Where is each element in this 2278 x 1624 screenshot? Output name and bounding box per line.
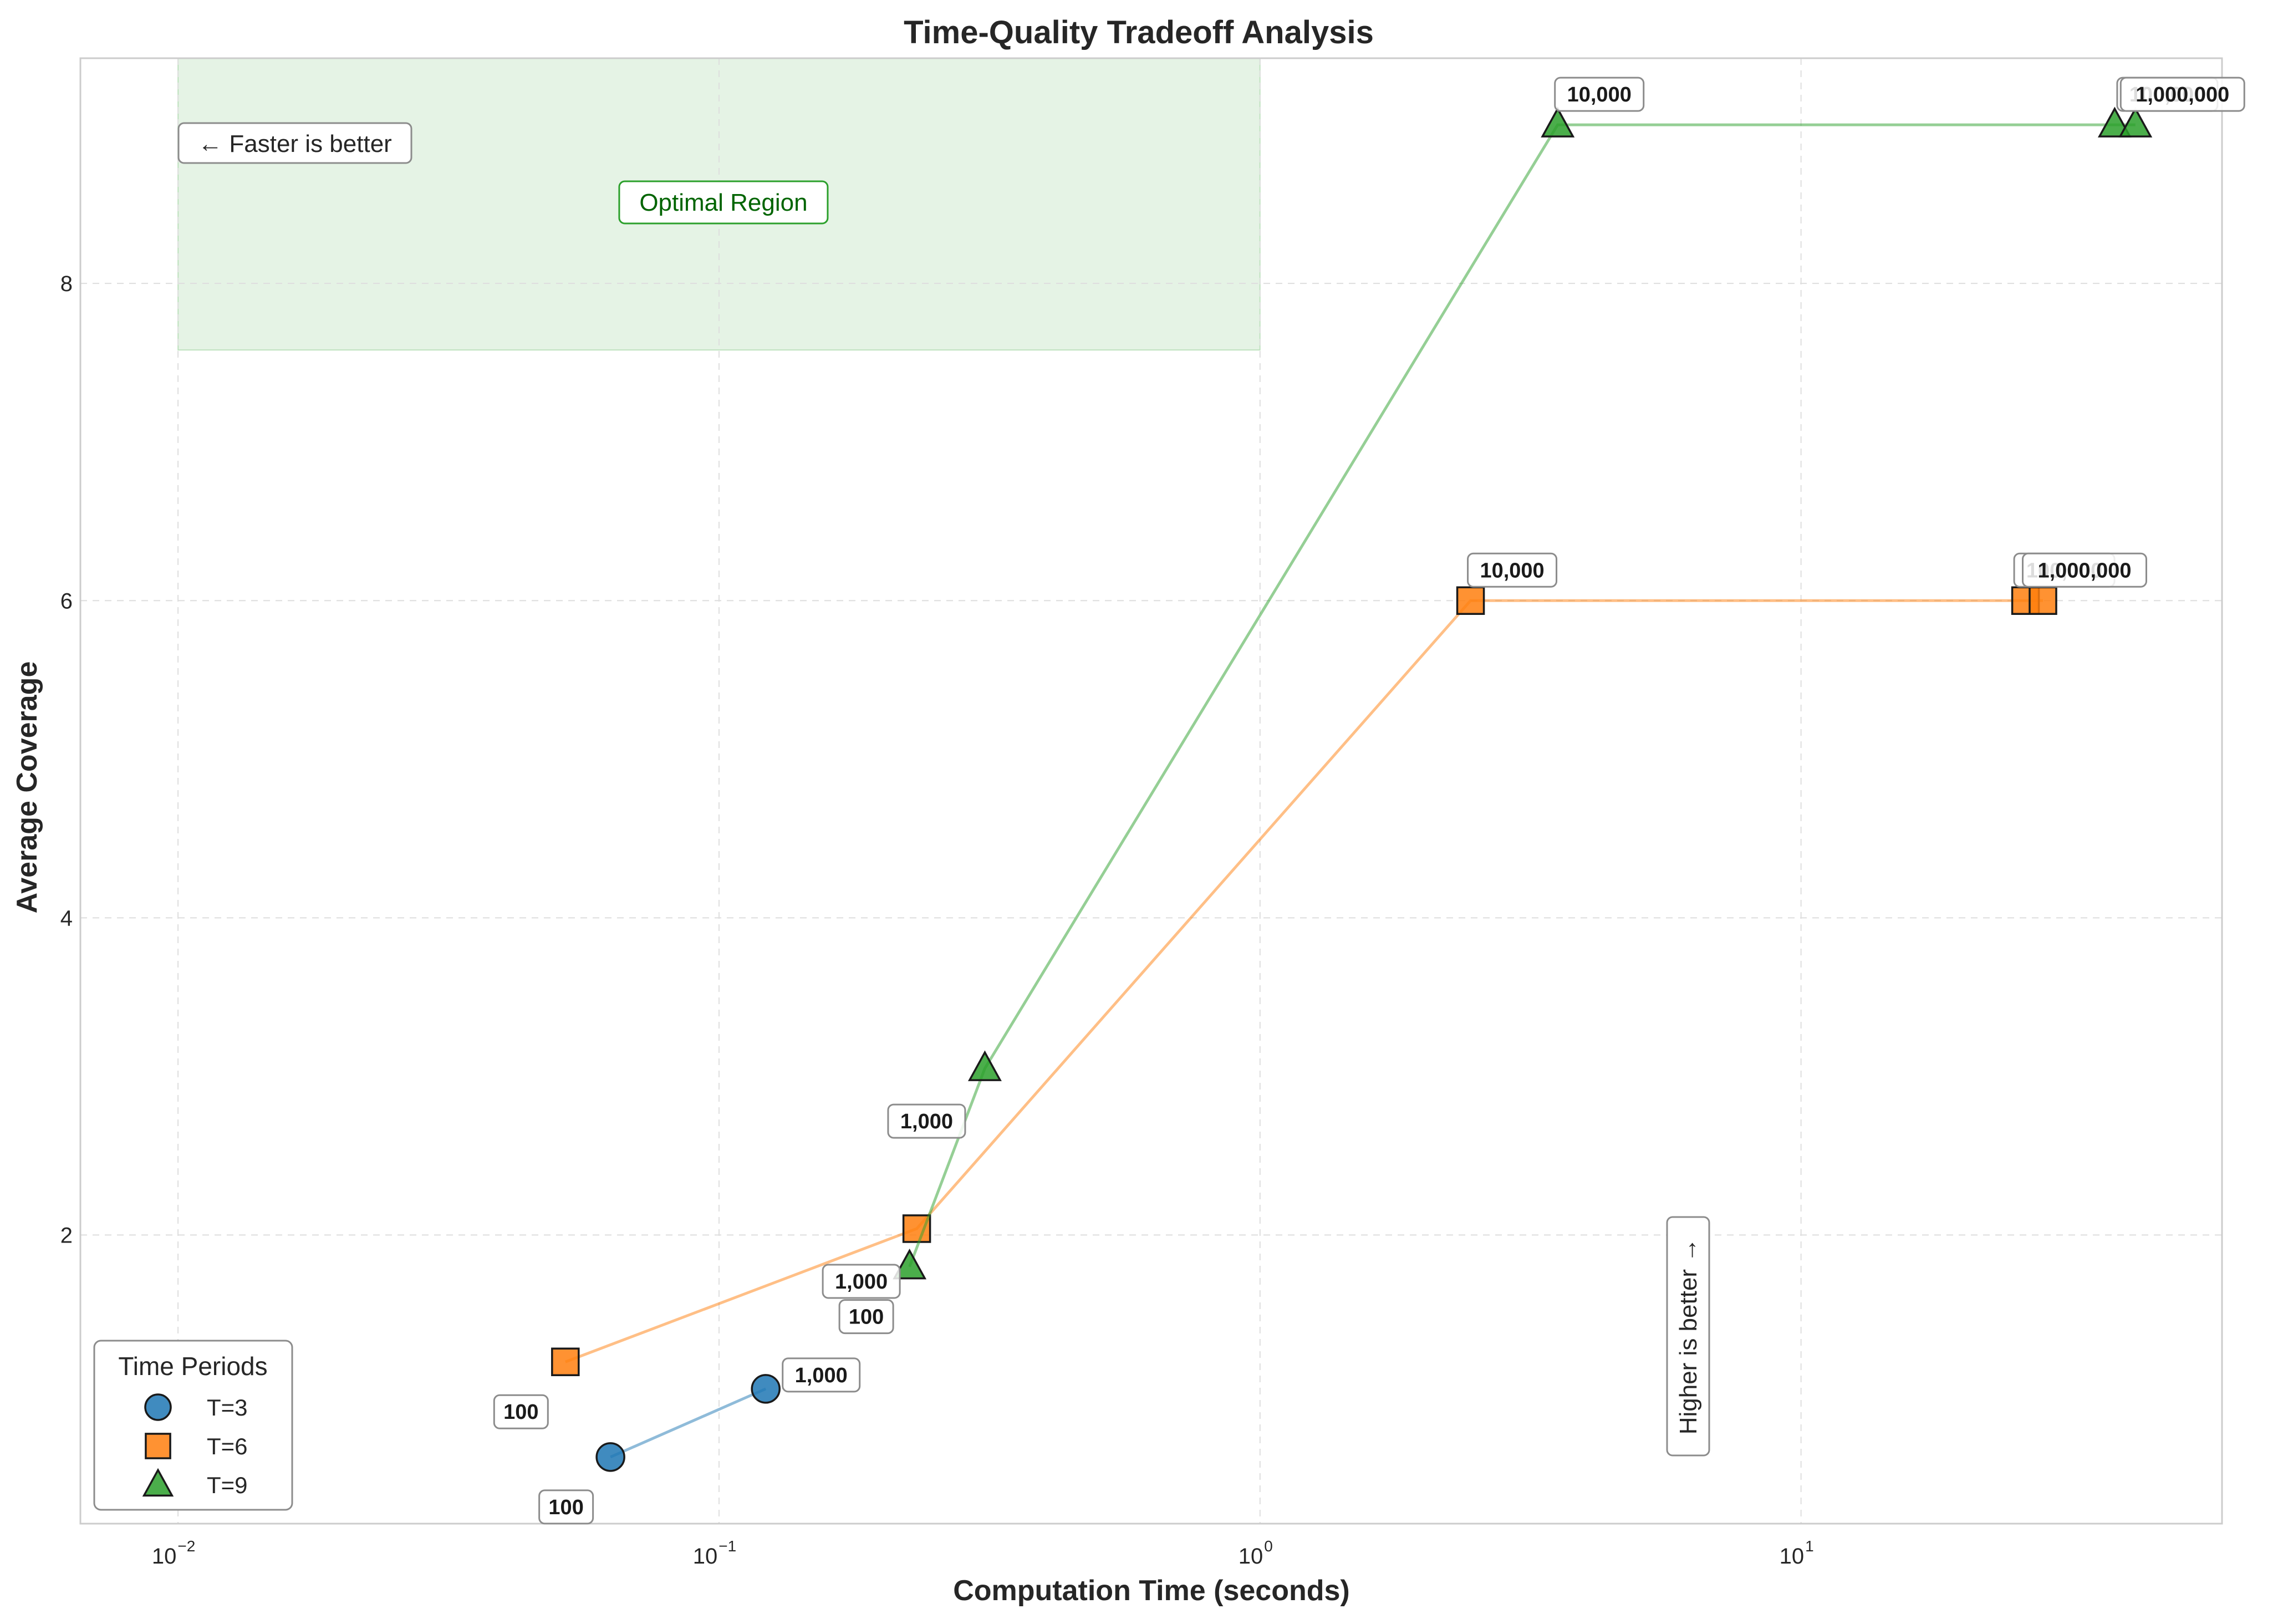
- point-label: 100: [539, 1490, 593, 1524]
- legend: Time Periods T=3 T=6 T=9: [94, 1341, 292, 1510]
- legend-item-label: T=6: [207, 1433, 248, 1459]
- point-label-text: 1,000: [835, 1270, 888, 1294]
- point-label: 1,000: [823, 1265, 900, 1298]
- point-label-text: 10,000: [1567, 83, 1632, 106]
- data-point: [904, 1215, 930, 1242]
- y-tick-label: 6: [60, 589, 73, 613]
- legend-marker: [146, 1434, 170, 1458]
- optimal-label-text: Optimal Region: [639, 189, 807, 216]
- legend-item-label: T=3: [207, 1394, 248, 1421]
- point-label-text: 100: [548, 1496, 583, 1519]
- faster-annotation: ← Faster is better: [179, 123, 411, 163]
- data-point: [2030, 587, 2056, 614]
- point-label: 1,000: [888, 1104, 965, 1138]
- x-axis-label: Computation Time (seconds): [953, 1575, 1350, 1607]
- data-point: [552, 1348, 579, 1375]
- y-axis-label: Average Coverage: [11, 661, 43, 914]
- point-label-text: 1,000,000: [2037, 559, 2131, 582]
- optimal-label: Optimal Region: [619, 181, 828, 223]
- y-tick-label: 2: [60, 1223, 73, 1248]
- y-tick-label: 4: [60, 906, 73, 930]
- point-label-text: 100: [849, 1306, 884, 1329]
- x-tick-exponent: −1: [718, 1538, 736, 1555]
- point-label: 100: [494, 1395, 548, 1428]
- point-label: 100: [839, 1300, 893, 1333]
- x-tick-exponent: 0: [1264, 1538, 1273, 1555]
- faster-text: ← Faster is better: [198, 130, 392, 157]
- higher-text: Higher is better →: [1675, 1238, 1702, 1435]
- data-point: [1457, 587, 1484, 614]
- point-label: 1,000: [783, 1358, 860, 1392]
- chart-title: Time-Quality Tradeoff Analysis: [904, 14, 1374, 50]
- point-label: 1,000,000: [2121, 78, 2244, 111]
- data-point: [752, 1375, 779, 1403]
- point-label: 10,000: [1555, 78, 1644, 111]
- y-tick-label: 8: [60, 272, 73, 296]
- point-label-text: 1,000: [900, 1110, 953, 1133]
- point-label-text: 10,000: [1480, 559, 1544, 582]
- data-point: [597, 1443, 624, 1471]
- point-label: 10,000: [1468, 553, 1557, 587]
- legend-title: Time Periods: [118, 1352, 267, 1381]
- x-tick-exponent: −2: [177, 1538, 195, 1555]
- legend-item-label: T=9: [207, 1472, 248, 1498]
- point-label-text: 100: [503, 1401, 538, 1424]
- x-tick-exponent: 1: [1805, 1538, 1814, 1555]
- higher-annotation: Higher is better →: [1667, 1217, 1709, 1455]
- point-label-text: 1,000,000: [2136, 83, 2229, 106]
- point-label-text: 1,000: [795, 1364, 848, 1387]
- legend-marker: [145, 1394, 171, 1420]
- point-label: 1,000,000: [2023, 553, 2147, 587]
